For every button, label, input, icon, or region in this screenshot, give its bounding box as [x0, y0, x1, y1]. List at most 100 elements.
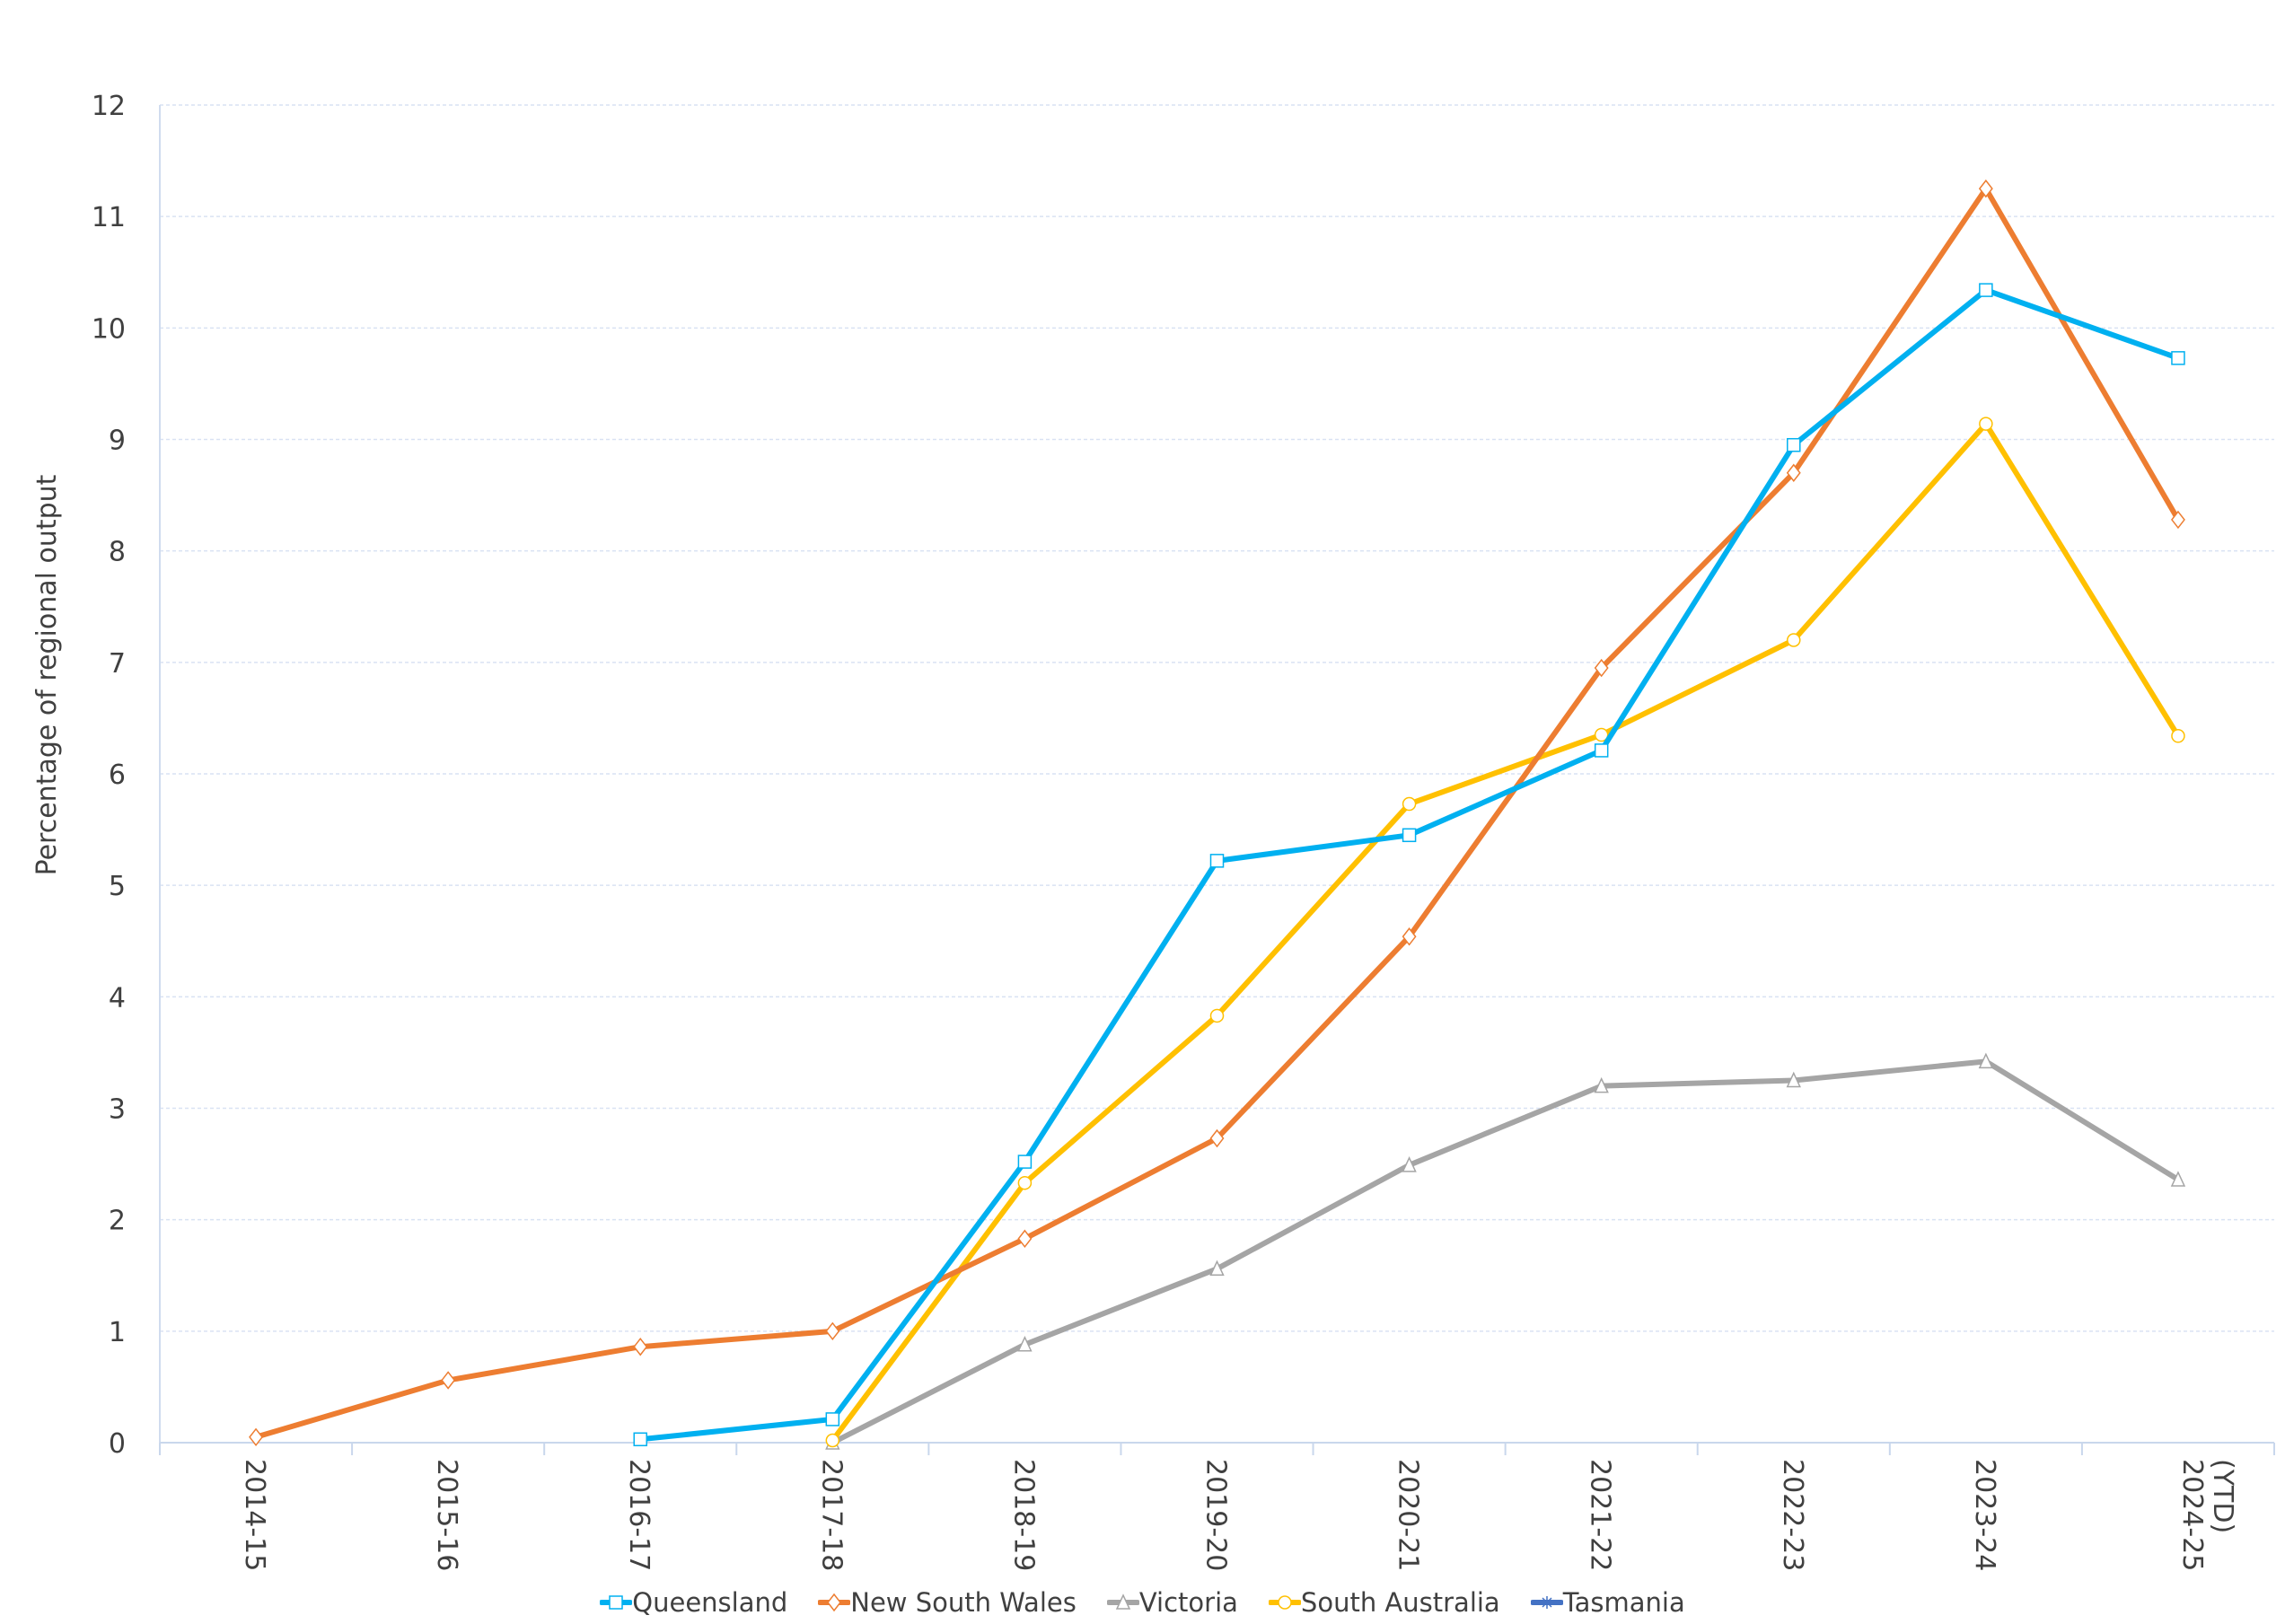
x-tick-label: 2015-16 — [431, 1459, 462, 1571]
svg-text:2024-25: 2024-25 — [2176, 1459, 2208, 1571]
data-point-marker — [1786, 1071, 1801, 1088]
data-point-marker — [1017, 1229, 1033, 1248]
data-point-marker — [1278, 1595, 1292, 1610]
data-point-marker — [1402, 927, 1417, 946]
svg-text:2020-21: 2020-21 — [1393, 1459, 1424, 1571]
svg-text:2022-23: 2022-23 — [1777, 1459, 1808, 1571]
x-tick-label: 2014-15 — [239, 1459, 270, 1571]
x-tick-label: 2021-22 — [1585, 1459, 1616, 1571]
data-point-marker — [1402, 796, 1417, 812]
legend: Queensland New South Wales Victoria South A… — [0, 1587, 2285, 1618]
svg-text:2021-22: 2021-22 — [1585, 1459, 1616, 1571]
legend-label: New South Wales — [850, 1587, 1077, 1618]
y-tick-label: 10 — [92, 313, 126, 345]
data-point-marker — [1979, 417, 1993, 431]
x-tick-label: 2018-19 — [1007, 1459, 1039, 1571]
y-tick-label: 11 — [92, 202, 126, 233]
series-line — [253, 186, 2181, 1440]
gridlines — [159, 104, 2274, 1443]
x-tick-label: 2023-24 — [1969, 1459, 2000, 1571]
svg-text:2023-24: 2023-24 — [1969, 1459, 2000, 1571]
legend-item-queensland: Queensland — [600, 1587, 787, 1618]
legend-label: South Australia — [1300, 1587, 1500, 1618]
data-point-marker — [1017, 1335, 1033, 1352]
diamond-marker-icon — [818, 1593, 851, 1612]
y-tick-label: 12 — [92, 91, 126, 122]
x-tick-label: 2019-20 — [1200, 1459, 1232, 1571]
x-tick-label: 2022-23 — [1777, 1459, 1808, 1571]
svg-text:2014-15: 2014-15 — [239, 1459, 270, 1571]
x-tick-label: 2024-25 (YTD) — [2176, 1459, 2238, 1571]
data-point-marker — [1978, 179, 1993, 198]
data-point-marker — [1594, 658, 1609, 678]
y-tick-label: 6 — [109, 759, 126, 791]
data-point-marker — [633, 1432, 647, 1447]
svg-text:(YTD): (YTD) — [2207, 1459, 2238, 1533]
data-point-marker — [249, 1427, 263, 1447]
data-point-marker — [825, 1321, 840, 1341]
series-victoria — [825, 1052, 2186, 1450]
series-line — [830, 1058, 2181, 1445]
legend-item-south-australia: South Australia — [1268, 1587, 1500, 1618]
data-point-marker — [1115, 1593, 1131, 1610]
series-queensland — [633, 283, 2185, 1447]
data-point-marker — [827, 1593, 842, 1612]
y-tick-label: 7 — [109, 648, 126, 680]
circle-marker-icon — [1268, 1595, 1301, 1610]
data-point-marker — [2171, 510, 2185, 530]
data-point-marker — [2170, 1171, 2186, 1187]
series-lines — [249, 179, 2186, 1450]
data-point-marker — [1402, 828, 1417, 843]
y-tick-label: 0 — [109, 1428, 126, 1460]
y-tick-label: 8 — [109, 537, 126, 568]
y-tick-label: 9 — [109, 426, 126, 457]
x-tick-label: 2020-21 — [1393, 1459, 1424, 1571]
data-point-marker — [1540, 1596, 1553, 1609]
data-point-marker — [1786, 463, 1801, 482]
star-marker-icon — [1530, 1596, 1563, 1609]
series-new-south-wales — [249, 179, 2185, 1447]
legend-label: Victoria — [1138, 1587, 1238, 1618]
y-tick-label: 3 — [109, 1094, 126, 1126]
data-point-marker — [825, 1433, 840, 1448]
data-point-marker — [633, 1337, 648, 1356]
data-point-marker — [1017, 1154, 1033, 1169]
data-point-marker — [1209, 854, 1225, 868]
data-point-marker — [609, 1595, 624, 1610]
data-point-marker — [1594, 727, 1609, 742]
series-line — [830, 421, 2181, 1444]
square-marker-icon — [600, 1595, 633, 1610]
triangle-marker-icon — [1106, 1593, 1139, 1610]
data-point-marker — [1979, 283, 1993, 297]
y-tick-label: 4 — [109, 982, 126, 1014]
y-axis-label: Percentage of regional output — [31, 474, 63, 875]
legend-item-new-south-wales: New South Wales — [818, 1587, 1077, 1618]
legend-item-victoria: Victoria — [1106, 1587, 1238, 1618]
data-point-marker — [441, 1371, 456, 1390]
data-point-marker — [2171, 351, 2185, 365]
x-tick-label: 2016-17 — [623, 1459, 655, 1571]
data-point-marker — [1209, 1260, 1225, 1277]
data-point-marker — [1787, 437, 1801, 452]
svg-text:2015-16: 2015-16 — [431, 1459, 462, 1571]
legend-label: Tasmania — [1562, 1587, 1685, 1618]
svg-text:2017-18: 2017-18 — [815, 1459, 847, 1571]
legend-item-tasmania: Tasmania — [1530, 1587, 1685, 1618]
data-point-marker — [1594, 1076, 1609, 1093]
data-point-marker — [1787, 633, 1801, 647]
svg-text:2019-20: 2019-20 — [1200, 1459, 1232, 1571]
y-tick-label: 1 — [109, 1317, 126, 1348]
data-point-marker — [1209, 1128, 1225, 1148]
data-point-marker — [825, 1412, 840, 1426]
y-tick-label: 5 — [109, 871, 126, 902]
data-point-marker — [2171, 729, 2185, 743]
series-line — [637, 287, 2181, 1443]
x-axis: 2014-15 2015-16 2016-17 2017-18 2018-19 2019-… — [159, 1442, 2275, 1571]
data-point-marker — [1594, 743, 1609, 758]
y-tick-label: 2 — [109, 1206, 126, 1237]
data-point-marker — [1402, 1156, 1417, 1172]
x-tick-label: 2017-18 — [815, 1459, 847, 1571]
data-point-marker — [1017, 1175, 1033, 1190]
